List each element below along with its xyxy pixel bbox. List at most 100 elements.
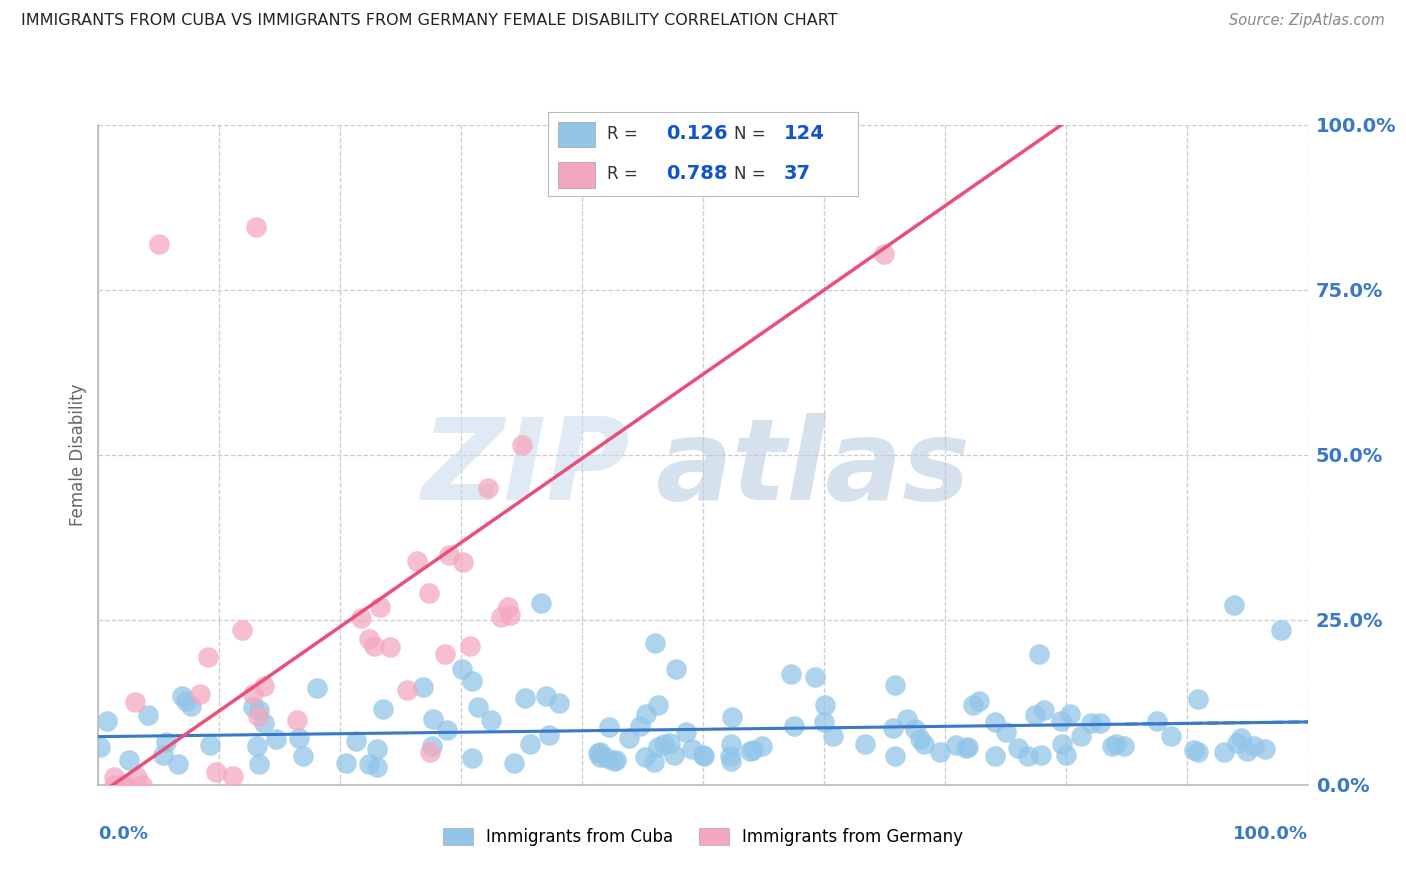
Legend: Immigrants from Cuba, Immigrants from Germany: Immigrants from Cuba, Immigrants from Ge… — [436, 821, 970, 853]
Point — [366, 760, 388, 774]
Point — [198, 738, 221, 752]
Point — [693, 748, 716, 763]
Point — [371, 702, 394, 716]
Point — [467, 700, 489, 714]
Point — [461, 751, 484, 765]
Point — [285, 713, 308, 727]
Text: atlas: atlas — [655, 413, 970, 524]
Point — [1114, 739, 1136, 754]
Point — [681, 741, 703, 756]
Point — [412, 680, 434, 694]
Point — [548, 696, 571, 710]
Point — [1059, 706, 1081, 721]
Point — [439, 548, 461, 562]
Point — [643, 755, 665, 769]
Point — [662, 748, 685, 763]
Point — [957, 740, 980, 755]
Point — [967, 694, 990, 708]
Point — [406, 554, 429, 568]
Point — [1236, 744, 1258, 758]
Point — [205, 765, 228, 780]
Point — [496, 600, 519, 615]
Point — [148, 236, 170, 251]
Point — [458, 640, 481, 654]
Point — [1187, 692, 1209, 706]
Point — [1017, 749, 1039, 764]
Point — [896, 712, 918, 726]
Point — [1054, 747, 1077, 762]
Point — [305, 681, 328, 696]
Point — [479, 713, 502, 727]
Point — [1270, 624, 1292, 638]
Point — [489, 609, 512, 624]
Point — [359, 632, 381, 646]
Point — [103, 770, 125, 784]
Point — [742, 743, 765, 757]
Point — [779, 667, 801, 681]
Point — [396, 683, 419, 698]
Point — [231, 623, 253, 637]
Point — [450, 662, 472, 676]
Point — [346, 734, 368, 748]
Point — [884, 748, 907, 763]
Point — [804, 670, 827, 684]
Point — [882, 721, 904, 735]
Point — [245, 220, 267, 235]
Point — [124, 695, 146, 709]
Point — [246, 708, 269, 723]
Point — [605, 753, 627, 767]
Point — [419, 745, 441, 759]
Point — [903, 722, 925, 736]
Text: N =: N = — [734, 165, 765, 183]
Text: 100.0%: 100.0% — [1233, 825, 1308, 843]
Point — [246, 739, 269, 754]
Text: IMMIGRANTS FROM CUBA VS IMMIGRANTS FROM GERMANY FEMALE DISABILITY CORRELATION CH: IMMIGRANTS FROM CUBA VS IMMIGRANTS FROM … — [21, 13, 838, 29]
Point — [378, 640, 401, 654]
Point — [634, 750, 657, 764]
Text: R =: R = — [607, 165, 638, 183]
Point — [366, 742, 388, 756]
Point — [813, 714, 835, 729]
Point — [873, 246, 896, 260]
Text: 0.0%: 0.0% — [98, 825, 149, 843]
Point — [1050, 737, 1073, 751]
Point — [647, 739, 669, 754]
Point — [1187, 745, 1209, 759]
Point — [1213, 745, 1236, 759]
Point — [114, 778, 136, 792]
Point — [855, 738, 877, 752]
Point — [152, 747, 174, 762]
Point — [595, 751, 617, 765]
Point — [1050, 714, 1073, 728]
Point — [1223, 599, 1246, 613]
Text: ZIP: ZIP — [422, 413, 630, 524]
Point — [117, 753, 139, 767]
Point — [738, 743, 761, 757]
Point — [751, 739, 773, 753]
Point — [1105, 738, 1128, 752]
Point — [884, 678, 907, 692]
Point — [1243, 739, 1265, 753]
Point — [634, 707, 657, 722]
Point — [1226, 736, 1249, 750]
Point — [197, 649, 219, 664]
Point — [335, 756, 357, 770]
Point — [253, 679, 276, 693]
Point — [718, 749, 741, 764]
Point — [249, 756, 271, 771]
Point — [1024, 708, 1046, 723]
Point — [477, 481, 499, 495]
Point — [1028, 647, 1050, 661]
Point — [350, 611, 373, 625]
Point — [242, 700, 264, 714]
Point — [174, 694, 197, 708]
Point — [266, 731, 288, 746]
Point — [908, 732, 931, 747]
Point — [1007, 740, 1029, 755]
Point — [1080, 715, 1102, 730]
Point — [502, 756, 524, 770]
Point — [510, 438, 533, 452]
Point — [912, 737, 935, 751]
Point — [1033, 703, 1056, 717]
Point — [1146, 714, 1168, 728]
